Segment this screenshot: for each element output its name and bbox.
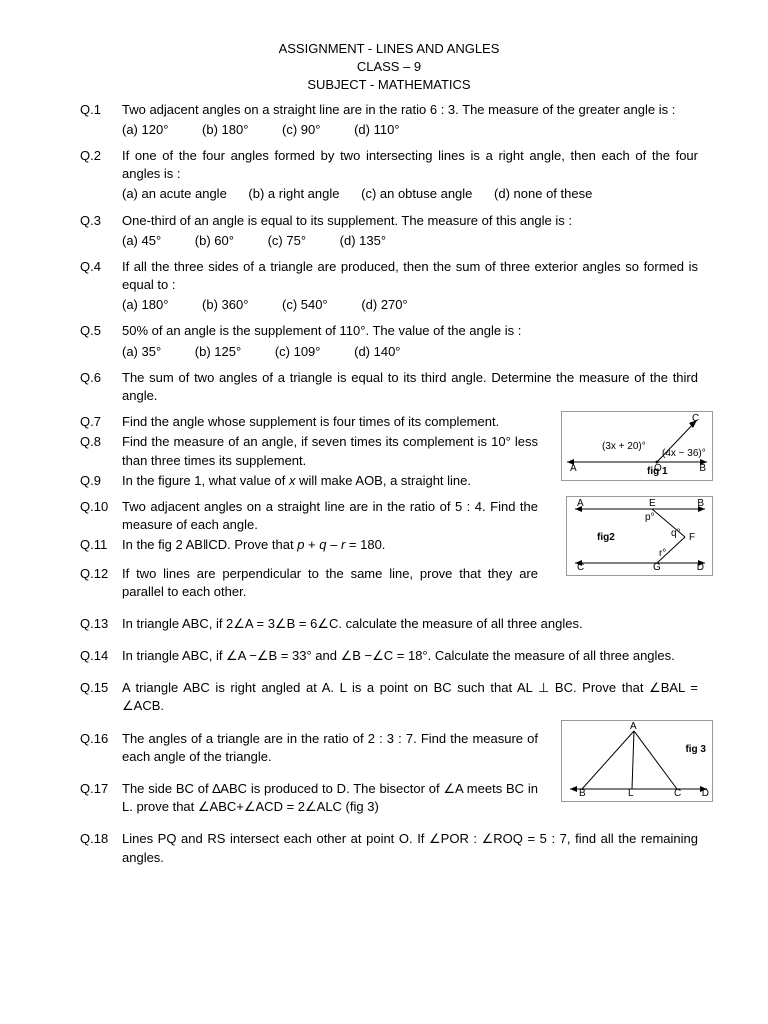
option-a: (a) 45° [122, 232, 161, 250]
question-number: Q.6 [80, 369, 122, 405]
option-a: (a) an acute angle [122, 185, 227, 203]
header-title: ASSIGNMENT - LINES AND ANGLES [80, 40, 698, 58]
option-d: (d) 270° [361, 296, 407, 314]
question-number: Q.8 [80, 433, 122, 469]
question-15: Q.15 A triangle ABC is right angled at A… [80, 679, 698, 715]
question-text: In the fig 2 AB‖CD. Prove that p + q – r… [122, 537, 385, 552]
option-d: (d) 110° [354, 121, 399, 139]
fig2-B: B [697, 497, 704, 511]
question-text: Two adjacent angles on a straight line a… [122, 499, 538, 532]
question-8: Q.8 Find the measure of an angle, if sev… [80, 433, 698, 469]
question-number: Q.16 [80, 730, 122, 766]
question-text: One-third of an angle is equal to its su… [122, 213, 572, 228]
question-number: Q.18 [80, 830, 122, 866]
question-number: Q.15 [80, 679, 122, 715]
option-b: (b) 360° [202, 296, 248, 314]
question-11: Q.11 In the fig 2 AB‖CD. Prove that p + … [80, 536, 698, 554]
question-number: Q.2 [80, 147, 122, 204]
option-c: (c) an obtuse angle [361, 185, 472, 203]
question-text: Two adjacent angles on a straight line a… [122, 102, 675, 117]
question-1: Q.1 Two adjacent angles on a straight li… [80, 101, 698, 139]
fig3-D: D [702, 787, 709, 801]
question-text: The angles of a triangle are in the rati… [122, 731, 538, 764]
question-text: If two lines are perpendicular to the sa… [122, 566, 538, 599]
question-number: Q.14 [80, 647, 122, 665]
option-b: (b) 60° [195, 232, 234, 250]
question-5: Q.5 50% of an angle is the supplement of… [80, 322, 698, 360]
question-6: Q.6 The sum of two angles of a triangle … [80, 369, 698, 405]
fig2-p: p° [645, 511, 655, 525]
question-10: Q.10 Two adjacent angles on a straight l… [80, 498, 698, 534]
option-c: (c) 109° [275, 343, 321, 361]
question-number: Q.11 [80, 536, 122, 554]
question-text: Find the measure of an angle, if seven t… [122, 434, 538, 467]
question-number: Q.13 [80, 615, 122, 633]
question-text: In triangle ABC, if 2∠A = 3∠B = 6∠C. cal… [122, 616, 583, 631]
option-c: (c) 90° [282, 121, 320, 139]
option-d: (d) 140° [354, 343, 400, 361]
question-9: Q.9 In the figure 1, what value of x wil… [80, 472, 698, 490]
option-b: (b) 125° [195, 343, 241, 361]
fig2-E: E [649, 497, 656, 511]
option-b: (b) a right angle [248, 185, 339, 203]
question-18: Q.18 Lines PQ and RS intersect each othe… [80, 830, 698, 866]
question-number: Q.5 [80, 322, 122, 360]
option-c: (c) 540° [282, 296, 328, 314]
option-a: (a) 120° [122, 121, 168, 139]
question-12: Q.12 If two lines are perpendicular to t… [80, 565, 698, 601]
question-number: Q.17 [80, 780, 122, 816]
question-14: Q.14 In triangle ABC, if ∠A −∠B = 33° an… [80, 647, 698, 665]
question-number: Q.3 [80, 212, 122, 250]
question-text: The sum of two angles of a triangle is e… [122, 370, 698, 403]
question-text: In triangle ABC, if ∠A −∠B = 33° and ∠B … [122, 648, 675, 663]
option-a: (a) 180° [122, 296, 168, 314]
options: (a) an acute angle (b) a right angle (c)… [122, 185, 698, 203]
fig1-C: C [692, 412, 699, 426]
question-number: Q.4 [80, 258, 122, 315]
question-text: In the figure 1, what value of x will ma… [122, 473, 471, 488]
question-number: Q.10 [80, 498, 122, 534]
question-text: 50% of an angle is the supplement of 110… [122, 323, 521, 338]
options: (a) 120° (b) 180° (c) 90° (d) 110° [122, 121, 698, 139]
option-a: (a) 35° [122, 343, 161, 361]
question-text: Find the angle whose supplement is four … [122, 414, 499, 429]
question-text: Lines PQ and RS intersect each other at … [122, 831, 698, 864]
fig2-A: A [577, 497, 584, 511]
question-text: The side BC of ∆ABC is produced to D. Th… [122, 781, 538, 814]
question-text: If one of the four angles formed by two … [122, 148, 698, 181]
question-13: Q.13 In triangle ABC, if 2∠A = 3∠B = 6∠C… [80, 615, 698, 633]
question-text: A triangle ABC is right angled at A. L i… [122, 680, 698, 713]
option-b: (b) 180° [202, 121, 248, 139]
option-d: (d) 135° [340, 232, 386, 250]
options: (a) 35° (b) 125° (c) 109° (d) 140° [122, 343, 698, 361]
question-number: Q.1 [80, 101, 122, 139]
header-subject: SUBJECT - MATHEMATICS [80, 76, 698, 94]
question-17: Q.17 The side BC of ∆ABC is produced to … [80, 780, 698, 816]
question-number: Q.9 [80, 472, 122, 490]
question-3: Q.3 One-third of an angle is equal to it… [80, 212, 698, 250]
question-2: Q.2 If one of the four angles formed by … [80, 147, 698, 204]
question-number: Q.12 [80, 565, 122, 601]
fig1-B: B [699, 462, 706, 476]
question-16: Q.16 The angles of a triangle are in the… [80, 730, 698, 766]
question-7: Q.7 Find the angle whose supplement is f… [80, 413, 698, 431]
question-text: If all the three sides of a triangle are… [122, 259, 698, 292]
option-c: (c) 75° [268, 232, 306, 250]
options: (a) 180° (b) 360° (c) 540° (d) 270° [122, 296, 698, 314]
header-class: CLASS – 9 [80, 58, 698, 76]
fig3-label: fig 3 [685, 743, 706, 757]
question-4: Q.4 If all the three sides of a triangle… [80, 258, 698, 315]
options: (a) 45° (b) 60° (c) 75° (d) 135° [122, 232, 698, 250]
document-header: ASSIGNMENT - LINES AND ANGLES CLASS – 9 … [80, 40, 698, 95]
option-d: (d) none of these [494, 185, 592, 203]
question-number: Q.7 [80, 413, 122, 431]
fig3-A: A [630, 720, 637, 734]
